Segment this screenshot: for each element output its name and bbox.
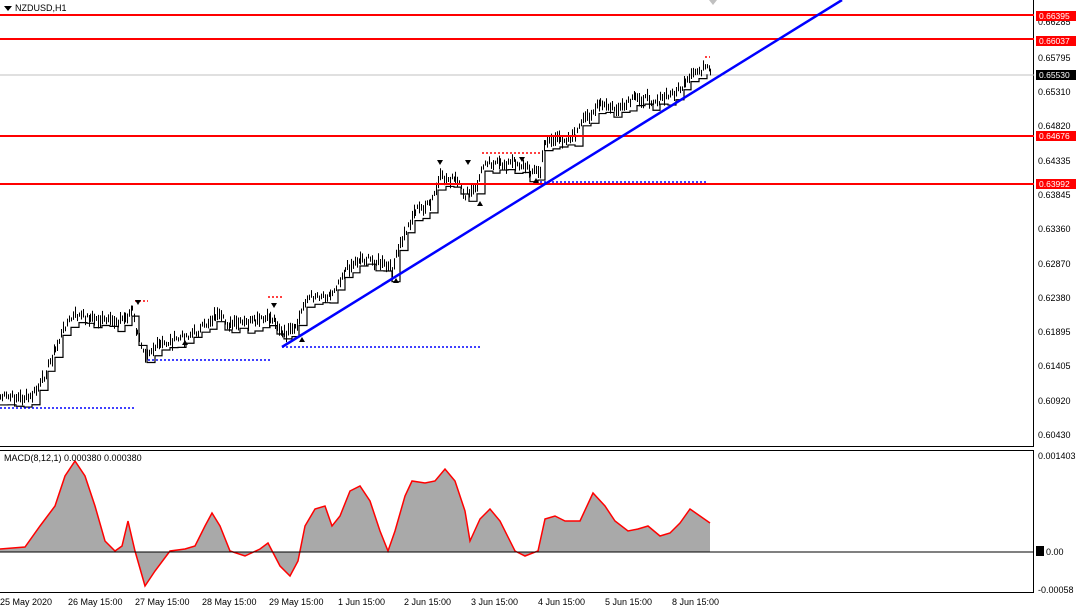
time-axis-label: 3 Jun 15:00 [471,597,519,607]
price-axis-label: 0.66285 [1038,17,1071,27]
price-axis-label: 0.60920 [1038,396,1071,406]
time-axis-label: 8 Jun 15:00 [672,597,720,607]
support-price-tag: 0.63992 [1036,179,1076,189]
time-axis-label: 4 Jun 15:00 [538,597,586,607]
time-axis-label: 5 Jun 15:00 [605,597,653,607]
macd-indicator-label: MACD(8,12,1) 0.000380 0.000380 [4,453,142,463]
time-axis-label: 29 May 15:00 [269,597,324,607]
fractal-up-arrow-icon [299,337,305,342]
fractal-up-arrow-icon [477,201,483,206]
macd-signal-line [0,459,711,588]
macd-axis-min: -0.00058 [1038,585,1074,595]
fractal-down-arrow-icon [519,157,525,162]
price-axis-label: 0.64335 [1038,156,1071,166]
macd-axis-zero: 0.00 [1046,547,1064,557]
time-axis-label: 2 Jun 15:00 [404,597,452,607]
fractal-up-arrow-icon [533,178,539,183]
fractal-up-arrow-icon [393,278,399,283]
fractal-up-arrow-icon [182,340,188,345]
price-axis-label: 0.61895 [1038,327,1071,337]
fractal-down-arrow-icon [271,303,277,308]
price-axis-label: 0.62870 [1038,259,1071,269]
price-axis-label: 0.65310 [1038,87,1071,97]
macd-zero-marker [1036,546,1044,556]
price-chart-pane[interactable]: NZDUSD,H1 [0,0,1034,447]
candlestick-series [0,60,711,407]
price-axis-label: 0.60430 [1038,430,1071,440]
current-price-tag: 0.65530 [1036,70,1076,80]
time-axis-label: 26 May 15:00 [68,597,123,607]
macd-histogram [0,461,710,586]
price-axis-label: 0.63360 [1038,224,1071,234]
trend-line [281,0,843,349]
fractal-down-arrow-icon [465,160,471,165]
symbol-text: NZDUSD,H1 [15,3,67,13]
time-axis-label: 27 May 15:00 [135,597,190,607]
resistance-price-tag: 0.66037 [1036,36,1076,46]
macd-canvas[interactable] [0,451,1034,594]
price-axis-label: 0.62380 [1038,293,1071,303]
scroll-marker-icon [709,0,717,5]
chart-symbol-label[interactable]: NZDUSD,H1 [4,3,67,13]
moving-average-line [0,74,708,408]
fractal-down-arrow-icon [135,300,141,305]
price-chart-canvas[interactable] [0,0,1034,447]
price-axis-label: 0.63845 [1038,190,1071,200]
time-axis-label: 1 Jun 15:00 [338,597,386,607]
price-axis-label: 0.61405 [1038,361,1071,371]
macd-pane[interactable]: MACD(8,12,1) 0.000380 0.000380 [0,450,1034,593]
price-axis-label: 0.64820 [1038,121,1071,131]
fractal-down-arrow-icon [437,160,443,165]
support-price-tag: 0.64676 [1036,131,1076,141]
macd-axis-max: 0.001403 [1038,451,1076,461]
time-axis-label: 25 May 2020 [0,597,53,607]
resistance-price-tag: 0.66395 [1036,11,1076,21]
price-axis-label: 0.65795 [1038,53,1071,63]
dropdown-triangle-icon[interactable] [4,6,12,12]
time-axis-label: 28 May 15:00 [202,597,257,607]
